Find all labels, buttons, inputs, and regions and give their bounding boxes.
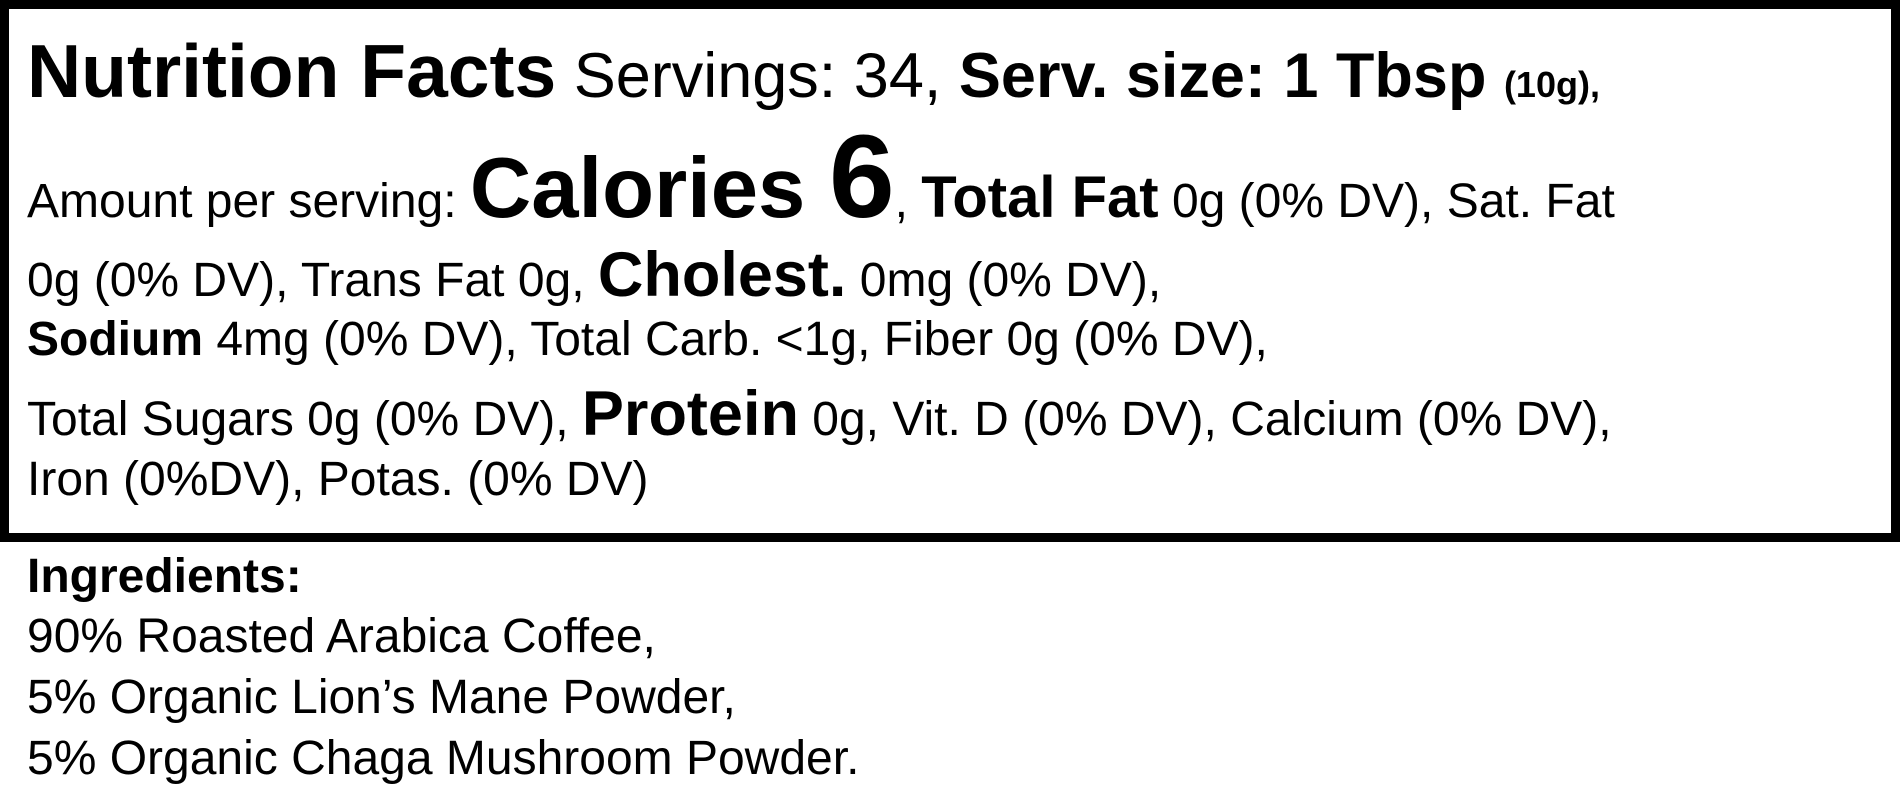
amount-per-serving: Amount per serving: (27, 175, 470, 228)
calories-label: Calories (469, 141, 829, 236)
ingredient-item: 90% Roasted Arabica Coffee, (27, 610, 656, 663)
facts-line-5: Total Sugars 0g (0% DV), Protein 0g, Vit… (27, 383, 1612, 446)
ingredient-item: 5% Organic Lion’s Mane Powder, (27, 671, 736, 724)
cholesterol-value: 0mg (0% DV), (846, 254, 1162, 307)
cholesterol-label: Cholest. (597, 240, 847, 310)
serving-size: Serv. size: 1 Tbsp (958, 41, 1504, 111)
protein-value: 0g, Vit. D (0% DV), Calcium (0% DV), (798, 393, 1612, 446)
servings-text: Servings: 34, (556, 41, 959, 111)
total-fat-label: Total Fat (921, 165, 1159, 230)
ingredient-item: 5% Organic Chaga Mushroom Powder. (27, 732, 860, 785)
sodium-label: Sodium (27, 313, 203, 366)
calories-value: 6 (828, 111, 895, 243)
sugars-text: Total Sugars 0g (0% DV), (27, 393, 582, 446)
ingredients-heading: Ingredients: (27, 550, 302, 603)
comma: , (894, 175, 922, 228)
facts-line-6: Iron (0%DV), Potas. (0% DV) (27, 453, 649, 506)
nutrition-facts-title: Nutrition Facts (27, 29, 557, 113)
protein-label: Protein (581, 379, 799, 449)
total-fat-value: 0g (0% DV), Sat. Fat (1158, 175, 1615, 228)
facts-line-1: Nutrition Facts Servings: 34, Serv. size… (27, 34, 1600, 109)
facts-line-3: 0g (0% DV), Trans Fat 0g, Cholest. 0mg (… (27, 244, 1161, 307)
serving-grams: (10g), (1503, 64, 1600, 105)
sodium-value: 4mg (0% DV), Total Carb. <1g, Fiber 0g (… (203, 313, 1268, 366)
nutrition-facts-panel (0, 0, 1900, 542)
sat-trans-fat-text: 0g (0% DV), Trans Fat 0g, (27, 254, 598, 307)
facts-line-4: Sodium 4mg (0% DV), Total Carb. <1g, Fib… (27, 316, 1268, 364)
facts-line-2: Amount per serving: Calories 6, Total Fa… (27, 118, 1615, 236)
